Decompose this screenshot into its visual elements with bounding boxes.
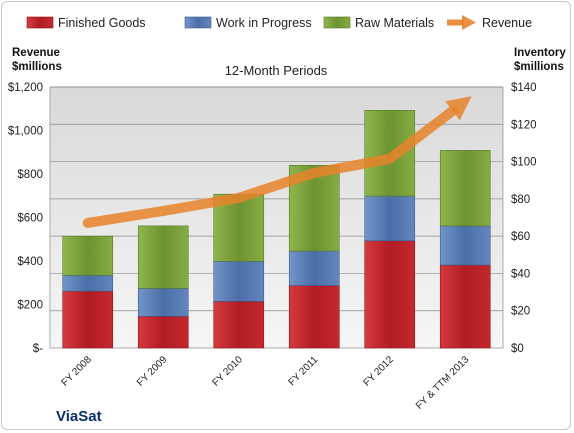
left-tick-label: $- — [33, 343, 43, 355]
chart-subtitle: 12-Month Periods — [225, 63, 328, 78]
left-axis-title-line1: Revenue — [12, 47, 60, 59]
bar-finished-goods — [213, 301, 265, 349]
revenue-line — [82, 96, 472, 228]
bar-raw-materials — [137, 225, 189, 289]
bar-work-in-progress — [439, 225, 491, 266]
revenue-line-path — [82, 105, 458, 228]
legend-label-raw-materials: Raw Materials — [355, 16, 434, 30]
bar-raw-materials — [62, 235, 114, 276]
bar-work-in-progress — [137, 288, 189, 317]
bar-finished-goods — [62, 290, 114, 349]
category-label: FY 2008 — [59, 354, 94, 389]
category-label: FY 2010 — [210, 354, 245, 389]
bar-raw-materials — [439, 150, 491, 227]
legend-swatch-work-in-progress — [184, 16, 212, 29]
category-label: FY 2012 — [361, 354, 396, 389]
left-tick-label: $800 — [17, 169, 43, 181]
left-tick-label: $1,000 — [8, 126, 43, 138]
bar-finished-goods — [439, 264, 491, 349]
right-tick-label: $80 — [511, 194, 530, 206]
legend-label-work-in-progress: Work in Progress — [216, 16, 312, 30]
right-tick-label: $40 — [511, 268, 530, 280]
category-labels: FY 2008 FY 2009 FY 2010 FY 2011 FY 2012 FY & … — [59, 354, 471, 412]
right-tick-label: $120 — [511, 119, 537, 131]
legend-label-revenue: Revenue — [482, 16, 532, 30]
legend: Finished Goods Work in Progress Raw Mate… — [26, 15, 532, 30]
legend-swatch-revenue — [447, 15, 476, 30]
left-axis-title-line2: $millions — [12, 61, 62, 73]
bar-work-in-progress — [288, 250, 340, 286]
right-tick-label: $100 — [511, 157, 537, 169]
left-tick-label: $1,200 — [8, 82, 43, 94]
right-axis-ticks: $0 $20 $40 $60 $80 $100 $120 $140 — [511, 82, 537, 355]
bar-finished-goods — [288, 285, 340, 349]
legend-label-finished-goods: Finished Goods — [58, 16, 146, 30]
bar-finished-goods — [364, 240, 416, 349]
bar-work-in-progress — [62, 274, 114, 292]
left-axis-ticks: $- $200 $400 $600 $800 $1,000 $1,200 — [8, 82, 43, 355]
right-tick-label: $60 — [511, 231, 530, 243]
right-tick-label: $140 — [511, 82, 537, 94]
bar-finished-goods — [137, 316, 189, 349]
left-tick-label: $200 — [17, 300, 43, 312]
category-label: FY 2009 — [135, 354, 170, 389]
left-tick-label: $600 — [17, 213, 43, 225]
right-tick-label: $20 — [511, 306, 530, 318]
legend-swatch-raw-materials — [323, 16, 351, 29]
revenue-arrowhead — [445, 96, 472, 121]
gridlines — [50, 86, 503, 312]
category-label: FY & TTM 2013 — [414, 354, 472, 412]
right-axis-title-line2: $millions — [514, 61, 564, 73]
left-tick-label: $400 — [17, 256, 43, 268]
bar-work-in-progress — [213, 261, 265, 302]
category-label: FY 2011 — [287, 354, 321, 388]
brand-label: ViaSat — [56, 408, 102, 425]
bar-work-in-progress — [364, 195, 416, 242]
bars — [62, 110, 491, 349]
right-tick-label: $0 — [511, 343, 524, 355]
right-axis-title-line1: Inventory — [514, 47, 566, 59]
legend-swatch-finished-goods — [26, 16, 54, 29]
